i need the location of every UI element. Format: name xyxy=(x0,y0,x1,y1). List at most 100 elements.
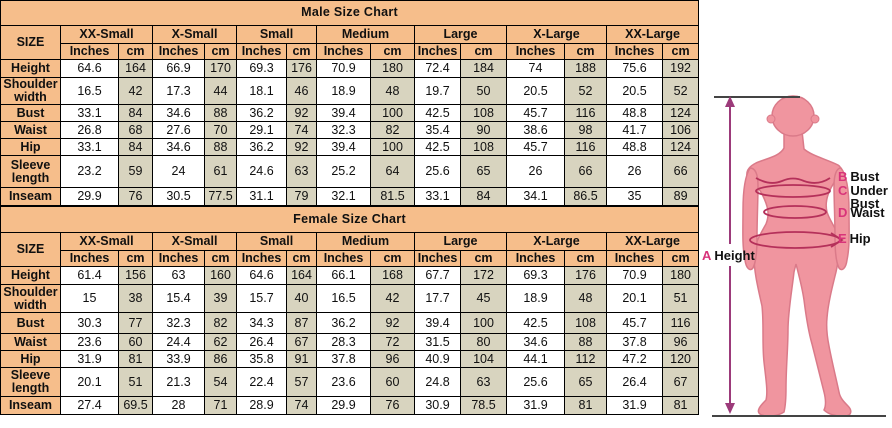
inches-value-cell: 69.3 xyxy=(236,59,287,78)
inches-value-cell: 42.5 xyxy=(414,104,461,123)
inches-value-cell: 23.6 xyxy=(60,333,119,352)
inches-value-cell: 61.4 xyxy=(60,266,119,286)
inches-value-cell: 45.7 xyxy=(606,312,663,335)
bust-measure-line xyxy=(755,177,831,184)
inches-value-cell: 36.2 xyxy=(236,138,287,157)
cm-value-cell: 40 xyxy=(286,284,317,314)
inches-unit-header: Inches xyxy=(506,43,565,60)
inches-value-cell: 34.6 xyxy=(152,138,205,157)
inches-unit-header: Inches xyxy=(606,43,663,60)
inches-value-cell: 27.4 xyxy=(60,396,119,416)
cm-value-cell: 74 xyxy=(286,121,317,140)
inches-value-cell: 20.1 xyxy=(606,284,663,314)
inches-unit-header: Inches xyxy=(414,250,461,268)
cm-value-cell: 84 xyxy=(118,138,153,157)
inches-unit-header: Inches xyxy=(152,250,205,268)
cm-value-cell: 160 xyxy=(204,266,237,286)
inches-value-cell: 15.7 xyxy=(236,284,287,314)
cm-value-cell: 180 xyxy=(661,266,700,286)
cm-unit-header: cm xyxy=(286,43,317,60)
inches-value-cell: 35 xyxy=(606,187,663,207)
inches-value-cell: 33.1 xyxy=(60,138,119,157)
waist-label: D Waist xyxy=(838,206,885,219)
cm-value-cell: 52 xyxy=(661,76,700,106)
inches-value-cell: 28 xyxy=(152,396,205,416)
measurement-row-label: Waist xyxy=(0,333,61,352)
cm-value-cell: 42 xyxy=(118,76,153,106)
female-size-chart-table: Female Size Chart SIZE XX-Small X-Small Smal… xyxy=(0,206,700,416)
cm-value-cell: 82 xyxy=(370,121,415,140)
left-ear xyxy=(766,114,776,124)
bust-label: B Bust xyxy=(838,170,879,183)
chart-title: Female Size Chart xyxy=(0,206,700,234)
cm-unit-header: cm xyxy=(118,250,153,268)
inches-value-cell: 44.1 xyxy=(506,350,565,369)
inches-value-cell: 34.3 xyxy=(236,312,287,335)
body-silhouette-graphic xyxy=(712,95,886,417)
cm-value-cell: 100 xyxy=(370,138,415,157)
cm-value-cell: 60 xyxy=(118,333,153,352)
cm-unit-header: cm xyxy=(460,43,507,60)
cm-value-cell: 48 xyxy=(564,284,607,314)
inches-value-cell: 63 xyxy=(152,266,205,286)
cm-value-cell: 188 xyxy=(564,59,607,78)
size-corner-header: SIZE xyxy=(0,25,61,60)
bust-label-letter: B xyxy=(838,169,848,184)
cm-unit-header: cm xyxy=(204,250,237,268)
cm-unit-header: cm xyxy=(661,43,700,60)
inches-value-cell: 64.6 xyxy=(236,266,287,286)
cm-value-cell: 52 xyxy=(564,76,607,106)
head xyxy=(771,95,815,137)
cm-unit-header: cm xyxy=(370,250,415,268)
cm-value-cell: 184 xyxy=(460,59,507,78)
inches-unit-header: Inches xyxy=(152,43,205,60)
inches-value-cell: 26.4 xyxy=(236,333,287,352)
measurement-row-label: Waist xyxy=(0,121,61,140)
cm-value-cell: 63 xyxy=(460,367,507,398)
inches-unit-header: Inches xyxy=(316,250,371,268)
cm-value-cell: 51 xyxy=(661,284,700,314)
right-ear xyxy=(810,114,820,124)
cm-unit-header: cm xyxy=(204,43,237,60)
measurement-row-label: Bust xyxy=(0,312,61,335)
inches-value-cell: 17.7 xyxy=(414,284,461,314)
inches-value-cell: 66.9 xyxy=(152,59,205,78)
cm-value-cell: 76 xyxy=(118,187,153,207)
inches-value-cell: 72.4 xyxy=(414,59,461,78)
inches-value-cell: 69.3 xyxy=(506,266,565,286)
cm-value-cell: 91 xyxy=(286,350,317,369)
cm-value-cell: 39 xyxy=(204,284,237,314)
measurement-row-label: Sleeve length xyxy=(0,155,61,189)
inches-value-cell: 39.4 xyxy=(316,138,371,157)
size-corner-header: SIZE xyxy=(0,232,61,268)
cm-value-cell: 124 xyxy=(661,138,700,157)
size-column-header: Large xyxy=(414,232,507,252)
inches-value-cell: 48.8 xyxy=(606,104,663,123)
inches-value-cell: 29.1 xyxy=(236,121,287,140)
cm-value-cell: 60 xyxy=(370,367,415,398)
measurement-row-label: Shoulder width xyxy=(0,284,61,314)
inches-value-cell: 34.1 xyxy=(506,187,565,207)
inches-value-cell: 41.7 xyxy=(606,121,663,140)
inches-value-cell: 70.9 xyxy=(606,266,663,286)
measurement-row-label: Sleeve length xyxy=(0,367,61,398)
inches-value-cell: 20.1 xyxy=(60,367,119,398)
inches-value-cell: 32.3 xyxy=(316,121,371,140)
inches-value-cell: 30.5 xyxy=(152,187,205,207)
cm-value-cell: 70 xyxy=(204,121,237,140)
inches-value-cell: 37.8 xyxy=(316,350,371,369)
cm-value-cell: 44 xyxy=(204,76,237,106)
size-column-header: Medium xyxy=(316,232,415,252)
inches-value-cell: 31.9 xyxy=(506,396,565,416)
inches-value-cell: 22.4 xyxy=(236,367,287,398)
cm-value-cell: 81 xyxy=(564,396,607,416)
cm-value-cell: 62 xyxy=(204,333,237,352)
inches-value-cell: 24.8 xyxy=(414,367,461,398)
cm-value-cell: 88 xyxy=(204,138,237,157)
cm-value-cell: 168 xyxy=(370,266,415,286)
inches-value-cell: 18.9 xyxy=(316,76,371,106)
cm-value-cell: 96 xyxy=(370,350,415,369)
hip-pointer xyxy=(830,232,844,248)
cm-value-cell: 116 xyxy=(564,104,607,123)
measurement-row-label: Height xyxy=(0,266,61,286)
